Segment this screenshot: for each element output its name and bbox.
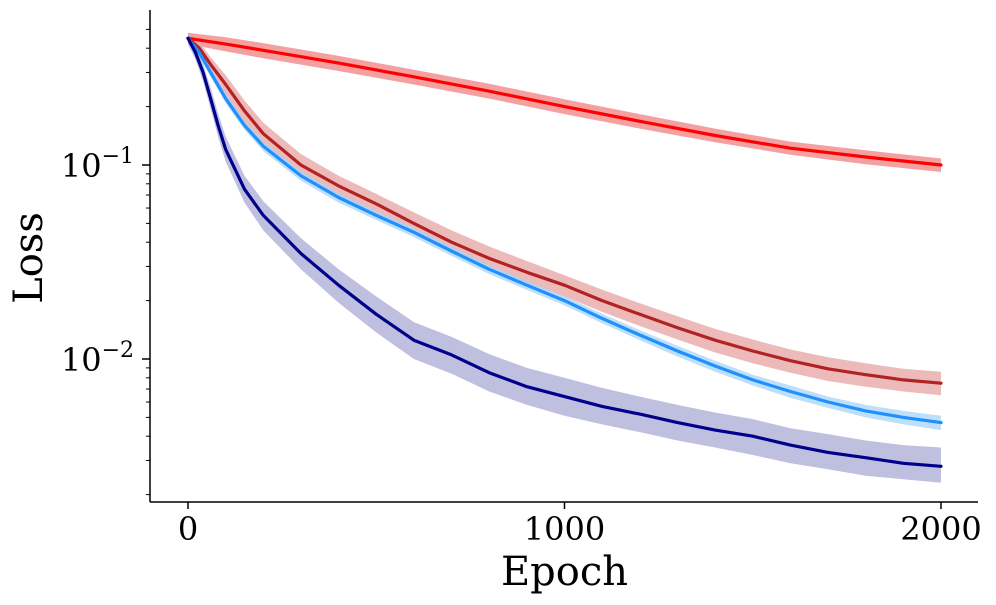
series-line-red	[186, 36, 943, 167]
confidence-bands	[188, 32, 941, 483]
y-axis-label: Loss	[6, 212, 52, 304]
band-firebrick	[188, 32, 941, 396]
y-minor-ticks	[146, 28, 150, 496]
y-ticks: 10−1 10−2	[61, 144, 150, 379]
y-tick-label: 10−1	[61, 144, 134, 185]
series-line-dodgerblue	[186, 36, 943, 425]
y-tick-label: 10−2	[61, 338, 134, 379]
x-tick-label: 2000	[900, 510, 981, 548]
x-axis-label: Epoch	[501, 549, 628, 595]
series-line-navy	[186, 36, 943, 468]
series-lines	[186, 36, 943, 468]
x-tick-label: 0	[178, 510, 198, 548]
axes	[149, 10, 978, 503]
x-ticks: 0 1000 2000	[178, 502, 982, 548]
band-red	[188, 32, 941, 172]
series-line-firebrick	[186, 36, 943, 385]
x-tick-label: 1000	[524, 510, 605, 548]
band-navy	[188, 32, 941, 483]
